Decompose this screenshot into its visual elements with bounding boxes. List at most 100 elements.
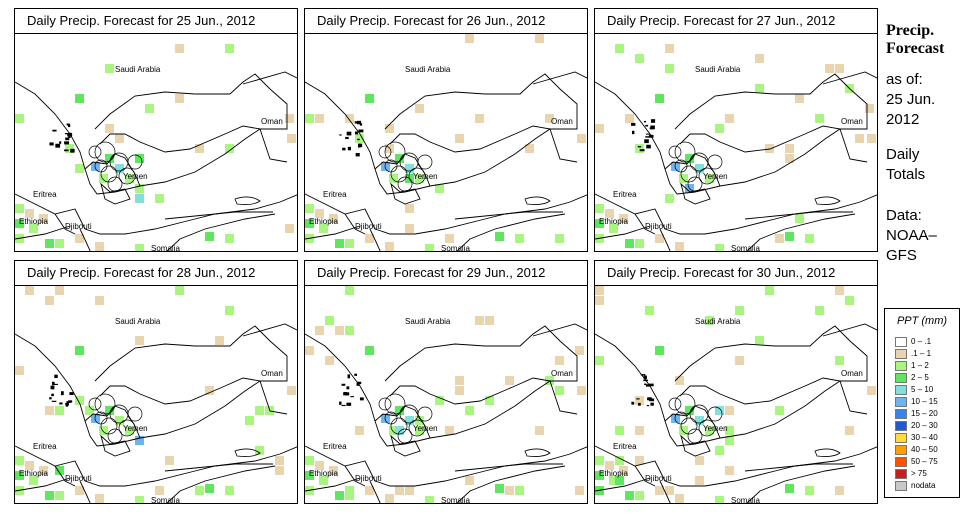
country-label-oman: Oman xyxy=(551,117,573,126)
border-line xyxy=(15,73,288,195)
border-line xyxy=(456,213,566,251)
precip-cell xyxy=(465,476,474,485)
map-outline-group xyxy=(15,323,297,503)
governorate-outline xyxy=(118,167,136,185)
governorate-outline xyxy=(127,154,143,170)
precip-cell xyxy=(395,406,404,415)
precip-cell xyxy=(735,356,744,365)
map-panel-30-jun: Daily Precip. Forecast for 30 Jun., 2012… xyxy=(594,260,878,504)
governorate-outline xyxy=(408,167,426,185)
border-line xyxy=(822,71,877,85)
precip-cell xyxy=(335,326,344,335)
precip-cell xyxy=(725,406,734,415)
island-mark xyxy=(650,402,654,406)
island-mark xyxy=(354,121,358,124)
country-label-eritrea: Eritrea xyxy=(323,190,347,199)
border-line xyxy=(259,380,288,415)
precip-cells xyxy=(15,44,296,251)
precip-cell xyxy=(705,426,714,435)
island-mark xyxy=(70,148,75,153)
precip-cell xyxy=(175,286,184,295)
legend-label: 1 – 2 xyxy=(911,361,929,370)
country-label-yemen: Yemen xyxy=(413,424,438,433)
precip-cell xyxy=(225,306,234,315)
island-mark xyxy=(356,381,362,385)
island-mark xyxy=(649,127,654,130)
precip-cell xyxy=(205,232,214,241)
country-label-ethiopia: Ethiopia xyxy=(599,469,628,478)
precip-cell xyxy=(25,209,34,218)
as-of-date-line2: 2012 xyxy=(886,111,920,128)
country-label-yemen: Yemen xyxy=(123,172,148,181)
precip-cell xyxy=(329,214,338,223)
precip-cell xyxy=(715,124,724,133)
precip-cell xyxy=(415,426,424,435)
precip-cell xyxy=(255,406,264,415)
governorate-outline xyxy=(390,165,408,183)
country-label-somalia: Somalia xyxy=(151,244,180,252)
island-mark xyxy=(358,129,364,133)
governorate-outline xyxy=(384,411,398,425)
border-line xyxy=(79,480,91,503)
precip-cell xyxy=(855,134,864,143)
precip-cell xyxy=(99,426,108,435)
precip-cell xyxy=(675,376,684,385)
country-label-oman: Oman xyxy=(841,117,863,126)
island-mark xyxy=(67,124,71,128)
island-mark xyxy=(644,139,649,144)
island-mark xyxy=(645,136,650,138)
precip-cell xyxy=(55,406,64,415)
border-line xyxy=(390,182,421,205)
island-mark xyxy=(636,398,640,400)
panel-title: Daily Precip. Forecast for 26 Jun., 2012 xyxy=(305,9,587,34)
precip-cell xyxy=(355,134,364,143)
socotra-island xyxy=(234,196,261,205)
country-label-somalia: Somalia xyxy=(731,244,760,252)
precip-cell xyxy=(679,426,688,435)
precip-cell xyxy=(635,426,644,435)
border-line xyxy=(679,377,841,405)
precip-cell xyxy=(635,396,644,405)
island-mark xyxy=(355,153,360,157)
border-line xyxy=(532,71,587,85)
border-line xyxy=(595,193,877,235)
precip-cell xyxy=(635,144,644,153)
precip-cell xyxy=(575,486,584,495)
border-line xyxy=(634,465,656,487)
precip-cell xyxy=(525,144,534,153)
legend-swatch xyxy=(895,360,907,371)
precip-cell xyxy=(395,154,404,163)
country-label-saudi-arabia: Saudi Arabia xyxy=(695,65,741,74)
country-label-saudi-arabia: Saudi Arabia xyxy=(405,317,451,326)
precip-cell xyxy=(105,64,114,73)
legend-label: 50 – 75 xyxy=(911,457,938,466)
country-label-djibouti: Djibouti xyxy=(645,474,672,483)
legend-label: 0 – .1 xyxy=(911,337,932,346)
as-of-block: as of: 25 Jun. 2012 xyxy=(886,70,935,130)
precip-cell xyxy=(365,234,374,243)
precip-cell xyxy=(755,336,764,345)
country-label-ethiopia: Ethiopia xyxy=(19,469,48,478)
precip-cell xyxy=(345,239,354,248)
legend-swatch xyxy=(895,432,907,443)
precip-cell xyxy=(725,436,734,445)
precip-cell xyxy=(165,456,174,465)
precip-cell xyxy=(609,224,618,233)
precip-legend: PPT (mm) 0 – .1 .1 – 1 1 – 2 2 – 5 5 – 10 10 … xyxy=(884,308,960,498)
precip-cell xyxy=(675,242,684,251)
precip-cell xyxy=(115,164,124,173)
governorate-outline xyxy=(668,145,682,159)
precip-cell xyxy=(645,306,654,315)
panel-title: Daily Precip. Forecast for 27 Jun., 2012 xyxy=(595,9,877,34)
precip-cell xyxy=(415,174,424,183)
precip-cell xyxy=(655,94,664,103)
precip-cell xyxy=(615,44,624,53)
legend-item: > 75 xyxy=(895,468,927,479)
precip-cell xyxy=(75,94,84,103)
precip-cell xyxy=(225,486,234,495)
precip-cell xyxy=(615,456,624,465)
precip-cell xyxy=(205,484,214,493)
precip-cell xyxy=(577,386,586,395)
country-label-yemen: Yemen xyxy=(703,172,728,181)
precip-cell xyxy=(55,239,64,248)
